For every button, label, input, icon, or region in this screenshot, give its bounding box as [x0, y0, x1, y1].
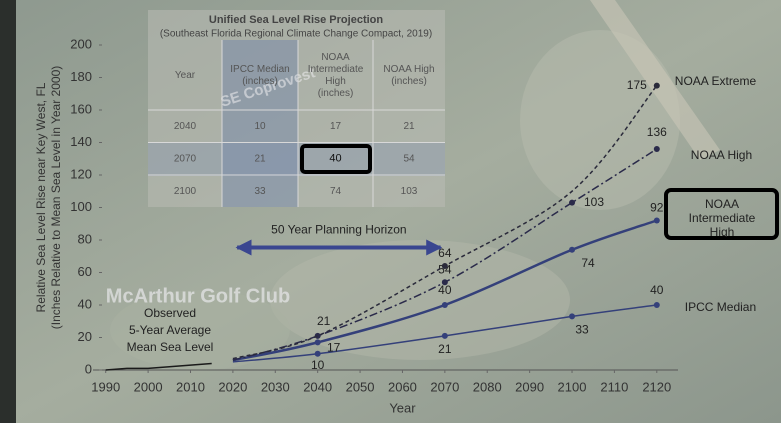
x-tick-label: 2000: [134, 379, 163, 394]
x-tick-label: 2110: [600, 379, 628, 394]
x-tick-label: 2070: [430, 379, 459, 394]
table-row-highlight: [148, 143, 445, 176]
point-marker: [569, 246, 576, 253]
series-name: NOAA High: [691, 148, 752, 162]
y-tick-label: 0: [85, 361, 92, 376]
point-marker: [653, 217, 660, 224]
data-label: 136: [647, 125, 667, 139]
x-tick-label: 2090: [515, 379, 544, 394]
series-name: NOAA Intermediate High: [688, 197, 756, 237]
map-label: McArthur Golf Club: [106, 285, 290, 307]
observed-line: [105, 362, 212, 371]
x-tick-label: 2040: [303, 379, 332, 394]
map-area: [520, 30, 680, 210]
table-cell: 10: [254, 121, 266, 132]
point-marker: [441, 263, 448, 269]
x-tick-label: 2100: [558, 379, 587, 394]
series-name: NOAA Intermediate High: [688, 197, 756, 237]
table-cell: 2070: [174, 153, 197, 164]
y-tick-label: 140: [70, 134, 92, 149]
point-marker: [653, 302, 660, 308]
table-cell: 21: [254, 153, 266, 164]
observed-label: 5-Year Average: [129, 323, 211, 337]
x-tick-label: 2030: [261, 379, 290, 394]
table-subtitle: (Southeast Florida Regional Climate Chan…: [160, 29, 432, 40]
table-cell: 103: [401, 186, 418, 197]
data-label: 21: [438, 342, 452, 356]
table-cell: 74: [330, 186, 342, 197]
data-label: 40: [438, 283, 452, 297]
y-tick-label: 200: [70, 36, 92, 51]
data-label: 33: [575, 323, 589, 337]
table-background: [148, 10, 445, 207]
x-axis-label: Year: [389, 400, 416, 415]
table-cell: 54: [403, 153, 415, 164]
table-cell: 17: [330, 121, 342, 132]
y-tick-label: 20: [78, 329, 92, 344]
y-tick-label: 180: [70, 69, 92, 84]
point-marker: [314, 350, 321, 357]
road: [590, 0, 720, 160]
table-column-highlight: [222, 40, 298, 207]
table-cell: 2100: [174, 186, 197, 197]
x-tick-label: 1990: [91, 379, 120, 394]
data-label: 74: [581, 256, 595, 270]
y-tick-label: 40: [78, 296, 92, 311]
x-tick-label: 2080: [473, 379, 502, 394]
point-marker: [653, 146, 660, 152]
table-cell: 40: [329, 153, 341, 165]
data-label: 175: [627, 78, 647, 92]
y-tick-label: 160: [70, 101, 92, 116]
observed-label: Observed: [144, 306, 196, 320]
x-tick-label: 2010: [176, 379, 205, 394]
table-header-cell: Year: [175, 70, 196, 81]
x-tick-label: 2120: [642, 379, 671, 394]
point-marker: [569, 313, 576, 320]
x-tick-label: 2020: [218, 379, 247, 394]
y-axis-label: (Inches Relative to Mean Sea Level in Ye…: [49, 66, 63, 330]
table-header-cell: NOAA High (inches): [383, 64, 434, 87]
point-marker: [441, 332, 448, 339]
point-marker: [569, 199, 576, 206]
table-header-cell: NOAA Intermediate High (inches): [308, 52, 364, 99]
data-label: 54: [438, 262, 452, 276]
highlight-box: [664, 188, 779, 240]
point-marker: [441, 302, 448, 308]
point-marker: [441, 279, 448, 286]
data-label: 21: [317, 314, 331, 328]
data-label: 40: [650, 283, 664, 297]
point-marker: [653, 82, 660, 89]
y-tick-label: 120: [70, 166, 92, 181]
x-tick-label: 2050: [346, 379, 375, 394]
data-label: 10: [311, 358, 325, 372]
x-tick-label: 2060: [388, 379, 417, 394]
y-axis-label: Relative Sea Level Rise near Key West, F…: [34, 82, 48, 312]
frame: [0, 0, 16, 423]
observed-label: Mean Sea Level: [127, 340, 214, 354]
point-marker: [314, 339, 321, 346]
y-tick-label: 80: [78, 231, 92, 246]
map-area: [270, 240, 570, 360]
table-cell: 33: [254, 186, 266, 197]
series-name: IPCC Median: [685, 300, 756, 314]
highlight-box: [300, 144, 372, 174]
series-name: NOAA Extreme: [675, 74, 757, 88]
data-label: 92: [650, 201, 664, 215]
y-tick-label: 60: [78, 264, 92, 279]
map-area: [110, 290, 290, 370]
y-tick-label: 100: [70, 199, 92, 214]
data-label: 103: [584, 195, 604, 209]
planning-label: 50 Year Planning Horizon: [271, 223, 406, 237]
data-label: 17: [327, 341, 341, 355]
table-cell: 2040: [174, 121, 197, 132]
table-header-cell: IPCC Median (inches): [230, 64, 289, 87]
table-title: Unified Sea Level Rise Projection: [209, 14, 384, 26]
table-cell: 21: [403, 121, 415, 132]
